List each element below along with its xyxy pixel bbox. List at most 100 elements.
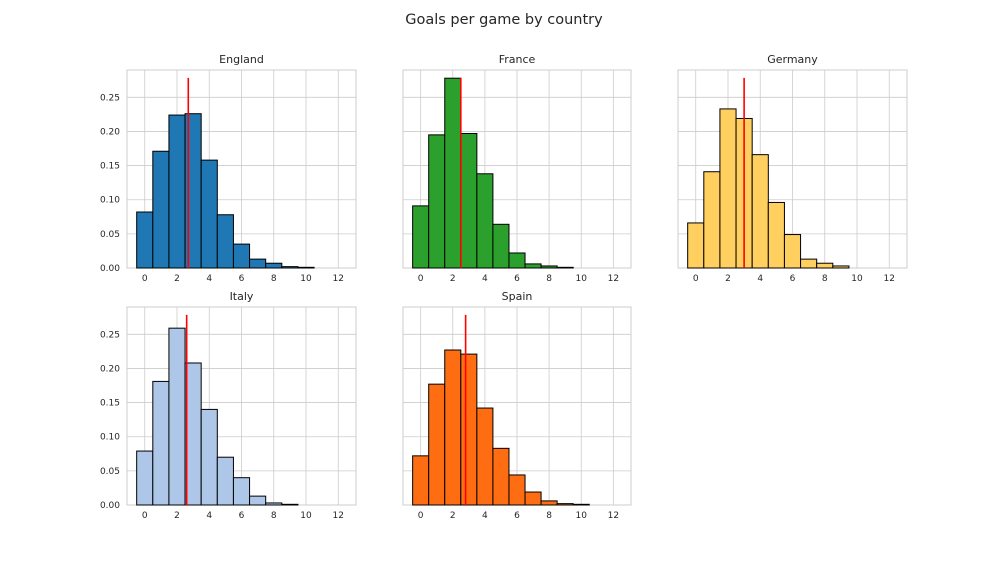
england-bar — [200, 159, 218, 269]
subplot-france: 0 2 4 6 8 10 12 France — [402, 53, 632, 284]
x-tick-label: 8 — [546, 274, 552, 284]
subplot-italy: 0 2 4 6 8 10 12 0.00 0.05 0.10 0.15 0.20 0.25 Italy — [100, 290, 357, 521]
subplot-england: 0 2 4 6 8 10 12 0.00 0.05 0.10 0.15 0.20 0.25 England — [100, 53, 357, 284]
italy-bar — [216, 456, 234, 506]
england-bar — [232, 243, 251, 269]
germany-bar — [719, 108, 737, 269]
england-bar — [216, 214, 234, 269]
x-tick-label: 4 — [206, 511, 212, 521]
france-bar — [460, 132, 478, 269]
germany-bar — [703, 171, 721, 269]
france-bar — [492, 223, 510, 269]
x-tick-label: 6 — [514, 511, 520, 521]
x-tick-label: 0 — [418, 511, 424, 521]
france-bar — [508, 252, 526, 269]
germany-bar — [767, 201, 785, 269]
spain-bar — [508, 474, 526, 506]
x-tick-label: 10 — [575, 274, 587, 284]
subplot-spain: 0 2 4 6 8 10 12 Spain — [402, 290, 632, 521]
x-tick-label: 12 — [884, 274, 895, 284]
italy-bar — [249, 495, 267, 506]
x-tick-label: 8 — [822, 274, 828, 284]
y-tick-label: 0.05 — [100, 467, 120, 477]
y-tick-label: 0.10 — [100, 196, 120, 206]
france-bar — [444, 77, 462, 269]
spain-bar — [460, 353, 478, 506]
france-bar — [412, 205, 430, 269]
y-tick-label: 0.25 — [100, 93, 120, 103]
x-tick-label: 2 — [725, 274, 731, 284]
x-tick-label: 0 — [142, 274, 148, 284]
spain-bar — [412, 455, 430, 506]
x-tick-label: 4 — [482, 274, 488, 284]
y-tick-label: 0.15 — [100, 162, 120, 172]
y-tick-label: 0.15 — [100, 399, 120, 409]
subplot-title: England — [219, 53, 264, 66]
x-tick-label: 8 — [546, 511, 552, 521]
italy-bar — [265, 502, 283, 506]
italy-bar — [200, 408, 218, 506]
x-tick-label: 10 — [851, 274, 863, 284]
y-tick-label: 0.20 — [100, 127, 120, 137]
germany-bar — [687, 222, 705, 269]
germany-bar — [751, 154, 769, 269]
x-tick-label: 8 — [271, 511, 277, 521]
y-tick-label: 0.25 — [100, 330, 120, 340]
england-bar — [297, 266, 315, 269]
spain-bar — [444, 349, 462, 506]
england-bar — [265, 262, 283, 269]
x-tick-label: 4 — [757, 274, 763, 284]
spain-bar — [572, 503, 590, 506]
france-bar — [540, 265, 558, 269]
italy-bar — [136, 450, 154, 506]
germany-bar — [783, 234, 802, 269]
y-tick-label: 0.20 — [100, 364, 120, 374]
x-tick-label: 12 — [333, 274, 344, 284]
x-tick-label: 6 — [514, 274, 520, 284]
spain-bar — [492, 447, 510, 506]
england-bar — [184, 113, 202, 269]
x-tick-label: 2 — [450, 274, 456, 284]
england-bar — [249, 258, 267, 269]
spain-bar — [476, 407, 494, 506]
x-tick-label: 10 — [300, 274, 312, 284]
italy-bar — [281, 503, 299, 506]
england-bar — [281, 266, 299, 269]
italy-bar — [232, 477, 251, 506]
x-tick-label: 12 — [608, 274, 619, 284]
france-bar — [428, 134, 446, 269]
x-tick-label: 0 — [142, 511, 148, 521]
x-tick-label: 6 — [790, 274, 796, 284]
y-tick-label: 0.05 — [100, 230, 120, 240]
x-tick-label: 6 — [239, 511, 245, 521]
germany-bar — [800, 258, 818, 269]
spain-bar — [428, 383, 446, 506]
france-bar — [524, 263, 542, 269]
y-tick-label: 0.00 — [100, 501, 120, 511]
x-tick-label: 2 — [174, 511, 180, 521]
italy-bar — [168, 327, 186, 506]
x-tick-label: 12 — [608, 511, 619, 521]
germany-bar — [816, 262, 834, 269]
england-bar — [168, 114, 186, 269]
figure-title: Goals per game by country — [405, 12, 603, 28]
x-tick-label: 10 — [300, 511, 312, 521]
england-bar — [136, 211, 154, 269]
france-bar — [476, 173, 494, 269]
germany-bar — [832, 265, 850, 269]
subplot-title: Germany — [767, 53, 818, 66]
subplot-germany: 0 2 4 6 8 10 12 Germany — [677, 53, 908, 284]
spain-bar — [524, 491, 542, 506]
spain-bar — [556, 503, 574, 506]
subplot-title: Spain — [502, 290, 533, 303]
x-tick-label: 4 — [206, 274, 212, 284]
x-tick-label: 12 — [333, 511, 344, 521]
y-tick-label: 0.00 — [100, 264, 120, 274]
x-tick-label: 8 — [271, 274, 277, 284]
x-tick-label: 2 — [450, 511, 456, 521]
spain-bar — [540, 500, 558, 506]
subplot-title: Italy — [230, 290, 254, 303]
x-tick-label: 0 — [693, 274, 699, 284]
x-tick-label: 10 — [575, 511, 587, 521]
